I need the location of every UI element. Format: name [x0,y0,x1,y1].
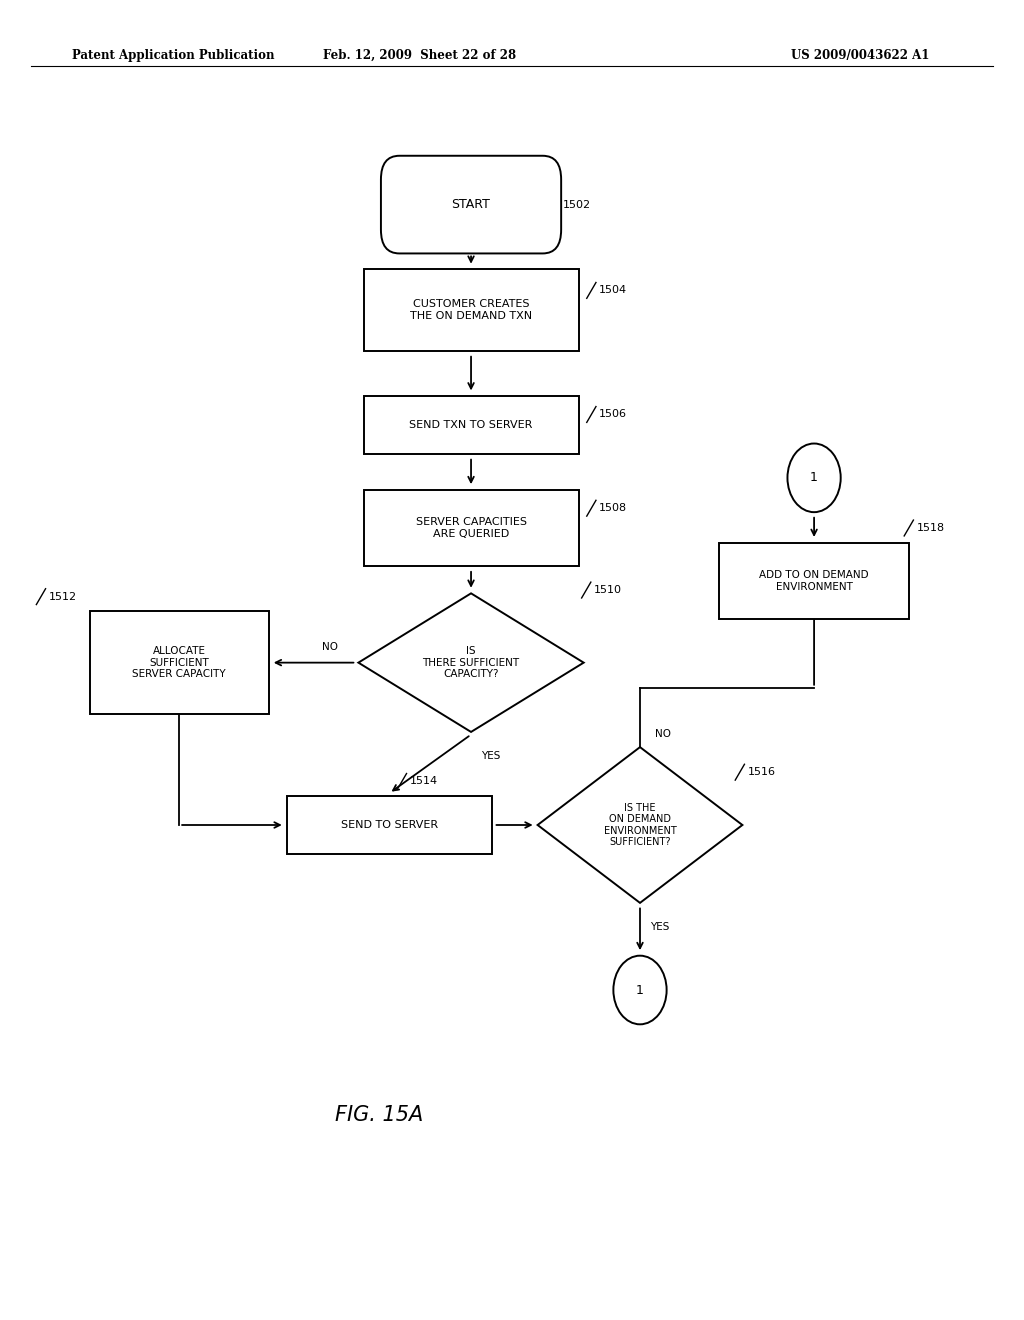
Text: 1516: 1516 [748,767,775,777]
Text: Patent Application Publication: Patent Application Publication [72,49,274,62]
Text: SEND TO SERVER: SEND TO SERVER [341,820,437,830]
FancyBboxPatch shape [381,156,561,253]
Bar [364,269,579,351]
Text: SERVER CAPACITIES
ARE QUERIED: SERVER CAPACITIES ARE QUERIED [416,517,526,539]
Polygon shape [538,747,742,903]
Text: START: START [452,198,490,211]
Text: 1518: 1518 [916,523,944,533]
Text: YES: YES [650,921,670,932]
Bar [719,543,909,619]
Text: NO: NO [655,729,672,739]
Polygon shape [358,594,584,731]
Bar [90,611,268,714]
Text: 1502: 1502 [563,199,591,210]
Circle shape [613,956,667,1024]
Text: CUSTOMER CREATES
THE ON DEMAND TXN: CUSTOMER CREATES THE ON DEMAND TXN [410,300,532,321]
Bar [364,490,579,566]
Text: 1514: 1514 [410,776,437,787]
Bar [287,796,492,854]
Text: ADD TO ON DEMAND
ENVIRONMENT: ADD TO ON DEMAND ENVIRONMENT [759,570,869,591]
Text: NO: NO [322,642,338,652]
Text: SEND TXN TO SERVER: SEND TXN TO SERVER [410,420,532,430]
Text: US 2009/0043622 A1: US 2009/0043622 A1 [791,49,930,62]
Bar [364,396,579,454]
Text: IS
THERE SUFFICIENT
CAPACITY?: IS THERE SUFFICIENT CAPACITY? [423,645,519,680]
Text: 1: 1 [636,983,644,997]
Text: 1506: 1506 [599,409,627,420]
Text: 1: 1 [810,471,818,484]
Circle shape [787,444,841,512]
Text: ALLOCATE
SUFFICIENT
SERVER CAPACITY: ALLOCATE SUFFICIENT SERVER CAPACITY [132,645,226,680]
Text: FIG. 15A: FIG. 15A [335,1105,423,1126]
Text: 1508: 1508 [599,503,627,513]
Text: YES: YES [481,751,501,760]
Text: 1504: 1504 [599,285,627,296]
Text: IS THE
ON DEMAND
ENVIRONMENT
SUFFICIENT?: IS THE ON DEMAND ENVIRONMENT SUFFICIENT? [603,803,677,847]
Text: Feb. 12, 2009  Sheet 22 of 28: Feb. 12, 2009 Sheet 22 of 28 [324,49,516,62]
Text: 1512: 1512 [48,591,77,602]
Text: 1510: 1510 [594,585,622,595]
